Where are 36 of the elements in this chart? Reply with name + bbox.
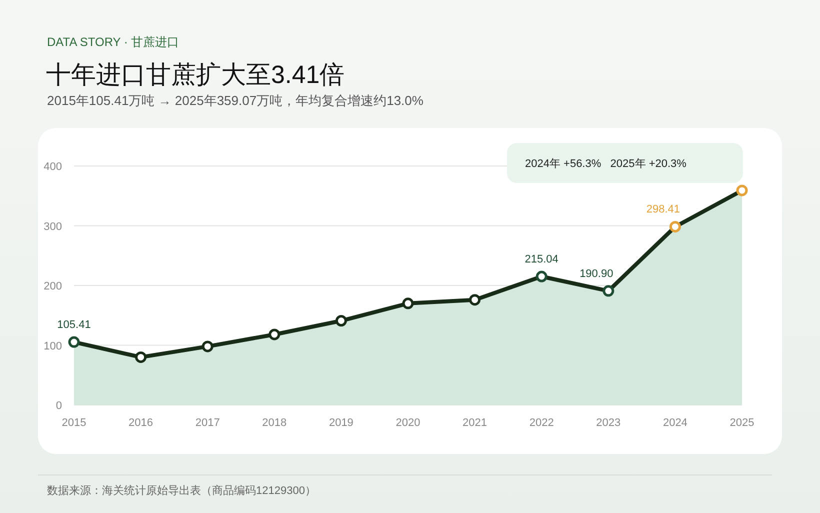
annotation: 2024年 +56.3% 2025年 +20.3% (525, 158, 687, 170)
x-tick-label: 2015 (62, 417, 86, 429)
point (68, 336, 80, 348)
x-tick-label: 2023 (596, 417, 621, 429)
x-tick-label: 2018 (262, 417, 287, 429)
x-tick-label: 2016 (128, 417, 154, 429)
point (135, 351, 147, 363)
x-tick-label: 2024 (662, 417, 688, 429)
text: DATA STORY · 甘蔗进口 (47, 35, 180, 49)
point (602, 285, 614, 297)
y-tick-label: 200 (44, 280, 62, 292)
data-label: 298.41 (646, 204, 680, 216)
y-tick-label: 100 (44, 340, 62, 352)
data-label: 105.41 (57, 319, 91, 332)
point (202, 340, 214, 352)
chart-title: 十年进口甘蔗扩大至3.41倍 (46, 61, 345, 89)
data-label: 190.90 (580, 268, 614, 280)
point (469, 294, 481, 306)
point (736, 184, 748, 196)
point (402, 298, 414, 310)
point (536, 270, 548, 282)
y-tick-label: 400 (44, 161, 62, 173)
source-note: 数据来源：海关统计原始导出表（商品编码12129300） (47, 484, 316, 497)
chart-subtitle: 2015年105.41万吨 → 2025年359.07万吨，年均复合增速约13.0% (47, 93, 424, 108)
x-tick-label: 2025 (730, 417, 754, 429)
point (669, 220, 681, 232)
point (335, 315, 347, 327)
point (268, 328, 280, 340)
x-tick-label: 2021 (462, 417, 488, 429)
data-label: 215.04 (524, 254, 558, 266)
x-tick-label: 2019 (328, 417, 354, 429)
x-tick-label: 2017 (195, 417, 220, 429)
x-tick-label: 2020 (396, 417, 420, 429)
y-tick-label: 300 (44, 220, 62, 233)
y-tick-label: 0 (56, 400, 62, 412)
x-tick-label: 2022 (529, 417, 554, 429)
